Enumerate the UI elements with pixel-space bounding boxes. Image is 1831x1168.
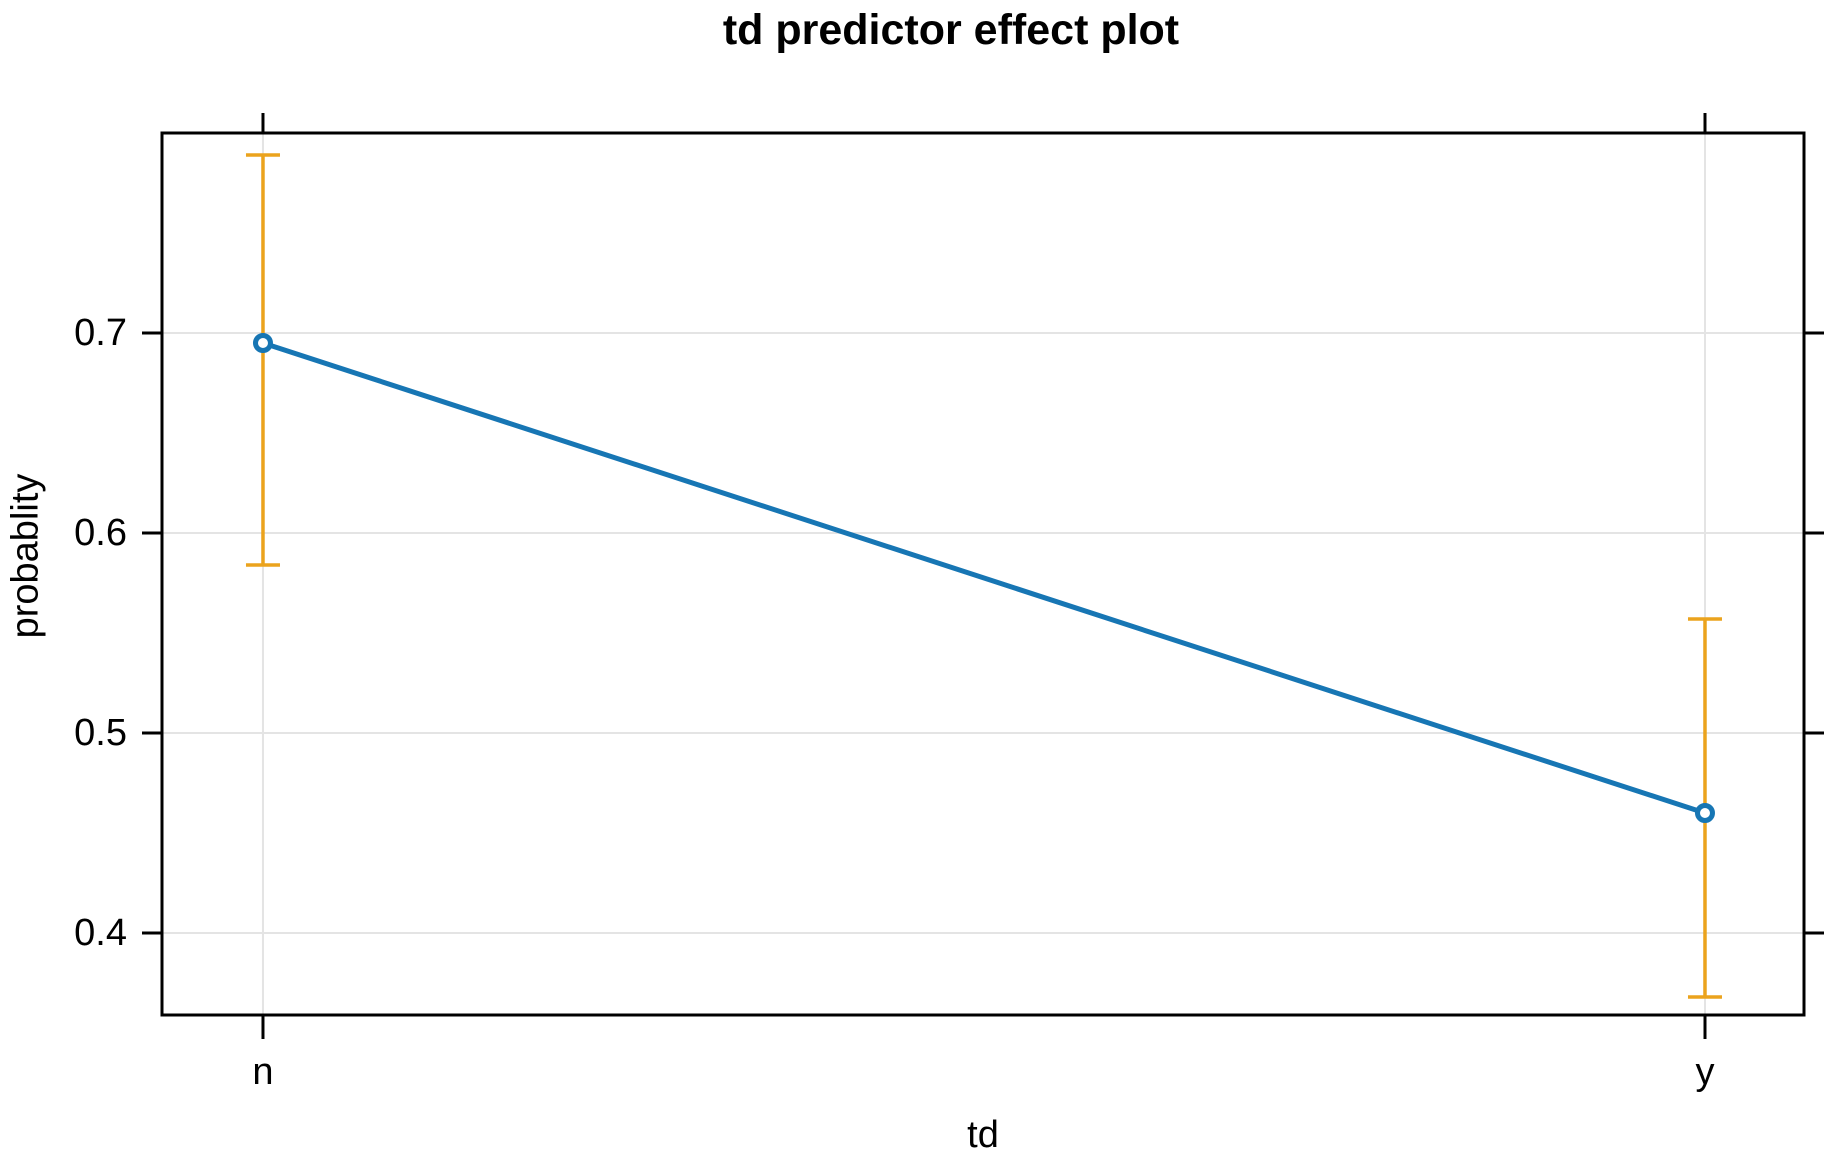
data-point-marker [1694, 803, 1715, 823]
x-tick-label: n [252, 1051, 274, 1093]
data-point-marker [252, 333, 273, 353]
y-tick-label: 0.6 [74, 512, 127, 554]
y-tick-label: 0.5 [74, 712, 127, 754]
plot-area [142, 113, 1824, 1039]
chart-title: td predictor effect plot [722, 6, 1180, 54]
series-line [260, 340, 1708, 816]
x-tick-label: y [1695, 1051, 1715, 1093]
panel-frame [160, 131, 1806, 1017]
y-tick-label: 0.7 [74, 312, 127, 354]
y-tick-label: 0.4 [74, 912, 127, 954]
y-axis-label: probablity [4, 473, 47, 639]
x-axis-label: td [967, 1114, 999, 1156]
